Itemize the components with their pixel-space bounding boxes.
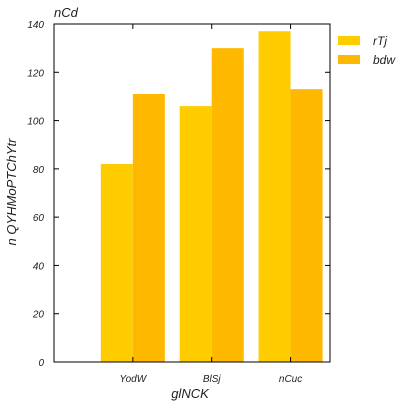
axes-frame [53,23,331,363]
legend-swatch-rTj [338,36,360,45]
bar-bdw-YodW [132,94,165,362]
bar-bdw-BlSj [211,48,244,363]
y-tick-label: 120 [27,68,44,79]
chart-title: nCd [54,5,79,20]
y-tick-label: 60 [33,213,45,224]
legend: rTj bdw [338,34,396,67]
y-tick-label: 80 [33,165,45,176]
y-tick-label: 100 [27,117,44,128]
y-tick-label: 20 [32,310,45,321]
y-tick-label: 140 [27,20,44,31]
x-tick-label: YodW [120,374,148,385]
x-tick-label: nCuc [279,374,302,385]
y-tick-label: 40 [33,261,45,272]
bar-bdw-nCuc [290,89,323,362]
x-axis-label: glNCK [171,386,210,401]
bar-rTj-YodW [100,164,133,362]
y-tick-label: 0 [38,358,44,369]
bar-rTj-nCuc [258,31,291,362]
y-axis-label: n QYHMoPTChYtr [4,138,19,246]
x-tick-label: BlSj [203,374,222,385]
plot-area: 0 20 40 60 80 100 120 140 YodW BlSj nCuc [27,20,331,385]
legend-swatch-bdw [338,55,360,64]
legend-label-rTj: rTj [373,34,387,48]
bar-rTj-BlSj [179,106,212,362]
legend-label-bdw: bdw [373,53,396,67]
